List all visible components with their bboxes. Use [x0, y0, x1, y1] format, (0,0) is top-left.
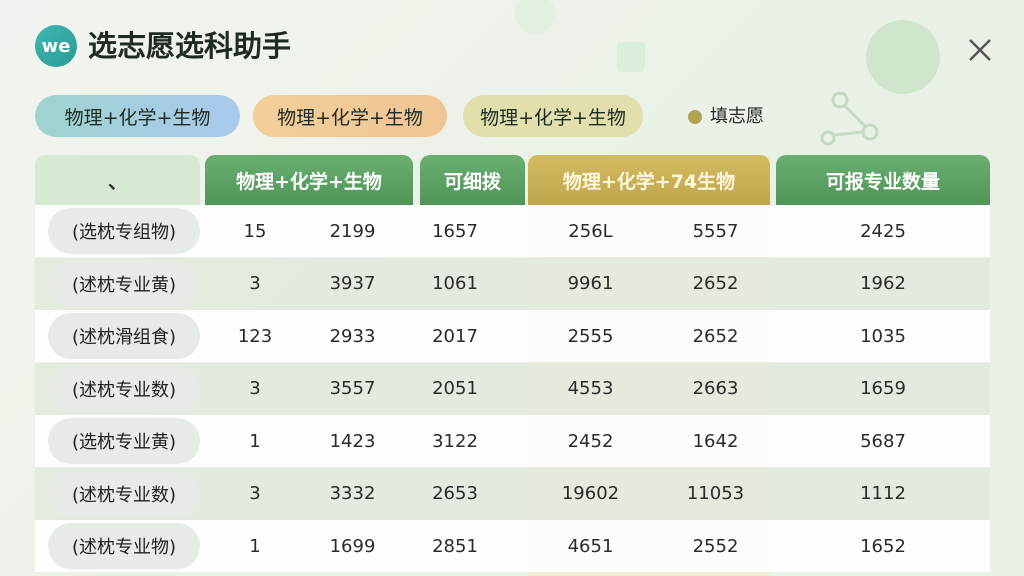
- column-header: 物理+化学+生物: [205, 155, 413, 205]
- table-cell: 1642: [692, 430, 739, 452]
- table-cell: 256L: [568, 220, 613, 242]
- row-label: (选枕专业黄): [48, 418, 200, 464]
- table-cell: 2552: [692, 535, 739, 557]
- table-cell: 2652: [692, 325, 739, 347]
- column-header: 物理+化学+74生物: [528, 155, 770, 205]
- table-cell: 19602: [561, 483, 620, 504]
- table-cell: 3: [249, 483, 261, 504]
- app-title: 选志愿选科助手: [88, 29, 292, 63]
- table-cell: 3: [249, 273, 261, 294]
- row-label: (述枕专业黄): [48, 260, 200, 307]
- app-logo: we: [35, 25, 77, 67]
- table-cell: 3557: [329, 378, 376, 399]
- row-label: (述枕专业数): [48, 365, 200, 412]
- row-label: (述枕滑组食): [48, 313, 200, 359]
- table-cell: 2555: [567, 325, 614, 347]
- table-cell: 123: [237, 325, 273, 347]
- table-cell: 1659: [860, 378, 906, 399]
- column-header: 可报专业数量: [776, 155, 990, 205]
- table-cell: 1035: [860, 325, 906, 347]
- subject-tab[interactable]: 物理+化学+生物: [35, 95, 240, 137]
- close-button[interactable]: [966, 36, 994, 64]
- table-cell: 11053: [686, 483, 745, 504]
- column-header: 可细拨: [420, 155, 525, 205]
- table-cell: 2933: [329, 325, 376, 347]
- table-cell: 1: [249, 430, 261, 452]
- legend-dot: [688, 110, 702, 124]
- table-cell: 1699: [329, 535, 376, 557]
- table-cell: 15: [243, 220, 267, 242]
- legend-label: 填志愿: [710, 106, 764, 127]
- table-cell: 1657: [432, 220, 478, 242]
- table-cell: 1061: [432, 273, 478, 294]
- row-label: (选枕专组物): [48, 208, 200, 254]
- table-cell: 2851: [432, 535, 478, 557]
- table-cell: 2051: [432, 378, 478, 399]
- table-cell: 2017: [432, 325, 478, 347]
- table-cell: 1962: [860, 273, 906, 294]
- table-cell: 2199: [329, 220, 376, 242]
- row-label: (述枕专业数): [48, 470, 200, 517]
- subject-tab[interactable]: 物理+化学+生物: [463, 95, 643, 137]
- column-header: 、: [35, 155, 200, 205]
- table-cell: 1: [249, 535, 261, 557]
- table-cell: 2663: [692, 378, 739, 399]
- table-cell: 2425: [860, 220, 906, 242]
- table-cell: 9961: [567, 273, 614, 294]
- table-cell: 5557: [692, 220, 739, 242]
- table-cell: 3122: [432, 430, 478, 452]
- table-cell: 1652: [860, 535, 906, 557]
- table-cell: 5687: [860, 430, 906, 452]
- table-cell: 3: [249, 378, 261, 399]
- table-cell: 3937: [329, 273, 376, 294]
- table-cell: 1423: [329, 430, 376, 452]
- subject-tab[interactable]: 物理+化学+生物: [253, 95, 447, 137]
- table-cell: 2452: [567, 430, 614, 452]
- table-cell: 2652: [692, 273, 739, 294]
- table-cell: 4651: [567, 535, 614, 557]
- table-cell: 2653: [432, 483, 478, 504]
- table-cell: 4553: [567, 378, 614, 399]
- table-cell: 1112: [860, 483, 906, 504]
- table-cell: 3332: [329, 483, 376, 504]
- row-label: (述枕专业物): [48, 523, 200, 569]
